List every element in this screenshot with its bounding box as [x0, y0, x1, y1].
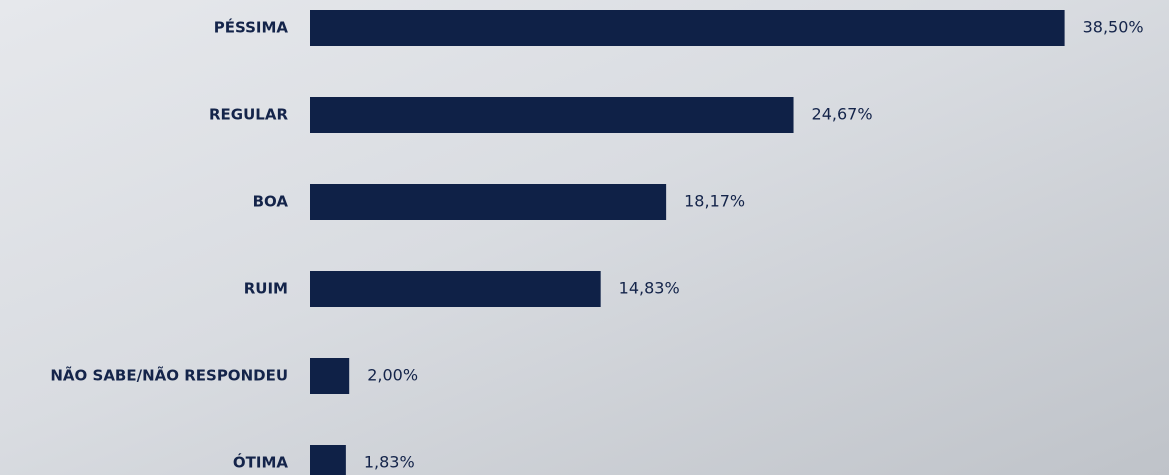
bar	[310, 358, 350, 394]
category-label: NÃO SABE/NÃO RESPONDEU	[50, 366, 288, 385]
bar	[310, 184, 667, 220]
category-label: BOA	[253, 193, 289, 211]
value-label: 2,00%	[367, 366, 418, 385]
category-label: RUIM	[244, 280, 288, 298]
category-label: ÓTIMA	[233, 453, 288, 472]
category-label: REGULAR	[209, 106, 288, 124]
bar	[310, 10, 1065, 46]
category-label: PÉSSIMA	[214, 18, 289, 37]
bar	[310, 445, 346, 475]
value-label: 14,83%	[619, 279, 680, 298]
plot-area: PÉSSIMA 38,50% REGULAR 24,67% BOA 18,17% RUIM 1…	[50, 10, 1144, 475]
value-label: 24,67%	[812, 105, 873, 124]
value-label: 18,17%	[684, 192, 745, 211]
bar	[310, 97, 794, 133]
value-label: 38,50%	[1083, 18, 1144, 37]
bar	[310, 271, 601, 307]
value-label: 1,83%	[364, 453, 415, 472]
